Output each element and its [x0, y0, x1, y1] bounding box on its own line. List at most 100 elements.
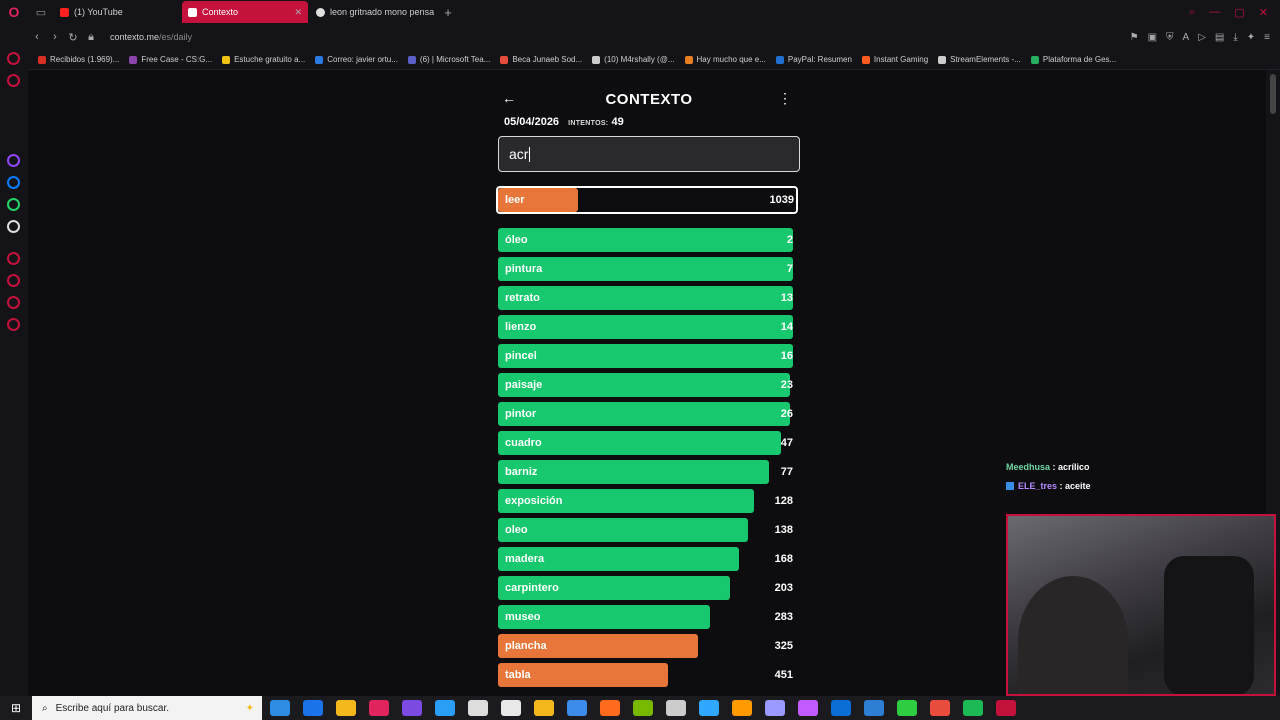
bookmark-item[interactable]: Hay mucho que e... [684, 55, 766, 64]
taskbar-app-icon[interactable] [831, 700, 851, 716]
player-icon[interactable]: ▷ [1198, 31, 1206, 43]
guess-word: carpintero [505, 582, 559, 594]
tab-youtube[interactable]: (1) YouTube [54, 1, 180, 23]
tab-contexto[interactable]: Contexto ✕ [182, 1, 308, 23]
last-guess-rank: 1039 [769, 194, 794, 206]
taskbar-app-icon[interactable] [303, 700, 323, 716]
taskbar-app-icon[interactable] [765, 700, 785, 716]
twitch-icon[interactable] [7, 154, 20, 167]
contexto-favicon-icon [188, 7, 197, 17]
download-icon[interactable]: ⤓ [1233, 31, 1238, 43]
taskbar-app-icon[interactable] [336, 700, 356, 716]
taskbar-app-icon[interactable] [501, 700, 521, 716]
attempts-count: 49 [611, 116, 624, 128]
bookmark-item[interactable]: Correo: javier ortu... [315, 55, 398, 64]
bookmark-item[interactable]: (10) M4rshally (@... [592, 55, 675, 64]
taskbar-app-icon[interactable] [963, 700, 983, 716]
tab-menu-icon[interactable]: ▭ [35, 6, 47, 19]
taskbar-app-icon[interactable] [732, 700, 752, 716]
guess-word: museo [505, 611, 541, 623]
proximity-bar [498, 402, 790, 426]
close-tab-icon[interactable]: ✕ [294, 6, 302, 17]
guess-row: pintor 26 [498, 402, 800, 426]
tab-google[interactable]: leon gritnado mono pensa [310, 1, 436, 23]
wallet-icon[interactable]: ▤ [1214, 31, 1225, 43]
arrow-left-icon[interactable]: ← [502, 90, 516, 106]
search-tabs-icon[interactable]: ⌕ [1189, 5, 1196, 18]
guess-rank: 2 [786, 234, 793, 246]
taskbar-app-icon[interactable] [270, 700, 290, 716]
taskbar-app-icon[interactable] [567, 700, 587, 716]
windows-start-icon[interactable]: ⊞ [10, 701, 22, 715]
menu-icon[interactable]: ≡ [1264, 31, 1270, 43]
whatsapp-icon[interactable] [7, 74, 20, 87]
messenger-icon[interactable] [7, 52, 20, 65]
bookmark-item[interactable]: Instant Gaming [861, 55, 929, 64]
bookmark-favicon-icon [1030, 55, 1039, 64]
settings-icon[interactable] [7, 318, 20, 331]
taskbar-app-icon[interactable] [633, 700, 653, 716]
taskbar-app-icon[interactable] [534, 700, 554, 716]
tab-title: leon gritnado mono pensa [330, 7, 435, 17]
whatsapp-green-icon[interactable] [7, 198, 20, 211]
taskbar-app-icon[interactable] [435, 700, 455, 716]
taskbar-app-icon[interactable] [699, 700, 719, 716]
taskbar-app-icon[interactable] [996, 700, 1016, 716]
bookmark-item[interactable]: PayPal: Resumen [775, 55, 852, 64]
bookmark-item[interactable]: Free Case - CS:G... [129, 55, 212, 64]
bookmark-label: Free Case - CS:G... [141, 55, 213, 64]
bookmark-item[interactable]: Estuche gratuito a... [222, 55, 305, 64]
guess-word: pintura [505, 263, 543, 275]
guess-row: carpintero 203 [498, 576, 800, 600]
tab-title: (1) YouTube [74, 7, 123, 17]
guess-rank: 13 [780, 292, 793, 304]
taskbar-app-icon[interactable] [600, 700, 620, 716]
bookmark-label: Instant Gaming [873, 55, 929, 64]
taskbar-app-icon[interactable] [930, 700, 950, 716]
ai-icon[interactable]: ✦ [1246, 31, 1256, 43]
taskbar-app-icon[interactable] [798, 700, 818, 716]
x-icon[interactable] [7, 220, 20, 233]
chat-text: acrílico [1058, 462, 1090, 472]
taskbar-app-icon[interactable] [369, 700, 389, 716]
opera-logo-icon[interactable]: O [8, 4, 20, 20]
scrollbar-thumb[interactable] [1270, 74, 1276, 114]
snapshot-icon[interactable]: ▣ [1147, 31, 1158, 43]
taskbar-app-icon[interactable] [864, 700, 884, 716]
extensions-icon[interactable] [7, 296, 20, 309]
taskbar-app-icon[interactable] [468, 700, 488, 716]
bookmark-item[interactable]: StreamElements -... [938, 55, 1021, 64]
bookmark-icon[interactable]: ⚑ [1129, 31, 1139, 43]
taskbar-search-input[interactable]: ⌕ Escribe aquí para buscar. ✦ [32, 696, 262, 720]
url-field[interactable]: contexto.me/es/daily [110, 32, 192, 42]
taskbar-app-icon[interactable] [897, 700, 917, 716]
guess-word: lienzo [505, 321, 537, 333]
maximize-icon[interactable]: ▢ [1234, 6, 1245, 19]
bookmark-label: (6) | Microsoft Tea... [419, 55, 491, 64]
close-window-icon[interactable]: ✕ [1258, 6, 1268, 19]
forward-icon[interactable]: › [53, 31, 57, 43]
vpn-shield-icon[interactable]: ⛨ [1166, 31, 1174, 43]
bookmark-label: Estuche gratuito a... [234, 55, 306, 64]
bookmark-item[interactable]: Recibidos (1.969)... [38, 55, 119, 64]
bookmark-item[interactable]: Plataforma de Ges... [1030, 55, 1116, 64]
messenger-blue-icon[interactable] [7, 176, 20, 189]
guess-input[interactable]: acr [498, 136, 800, 172]
more-vertical-icon[interactable]: ⋮ [778, 90, 792, 106]
music-icon[interactable] [7, 252, 20, 265]
new-tab-button[interactable]: + [444, 4, 452, 20]
proximity-bar [498, 547, 739, 571]
guess-word: tabla [505, 669, 531, 681]
guess-rank: 128 [774, 495, 793, 507]
guess-rank: 138 [774, 524, 793, 536]
reload-icon[interactable]: ↻ [68, 31, 78, 44]
bookmark-item[interactable]: Beca Junaeb Sod... [500, 55, 582, 64]
history-icon[interactable] [7, 274, 20, 287]
minimize-icon[interactable]: — [1209, 5, 1221, 18]
taskbar-app-icon[interactable] [402, 700, 422, 716]
back-icon[interactable]: ‹ [35, 31, 39, 43]
bookmark-item[interactable]: (6) | Microsoft Tea... [407, 55, 491, 64]
taskbar-app-icon[interactable] [666, 700, 686, 716]
chat-separator: : [1057, 481, 1066, 491]
translate-icon[interactable]: A [1182, 31, 1190, 43]
